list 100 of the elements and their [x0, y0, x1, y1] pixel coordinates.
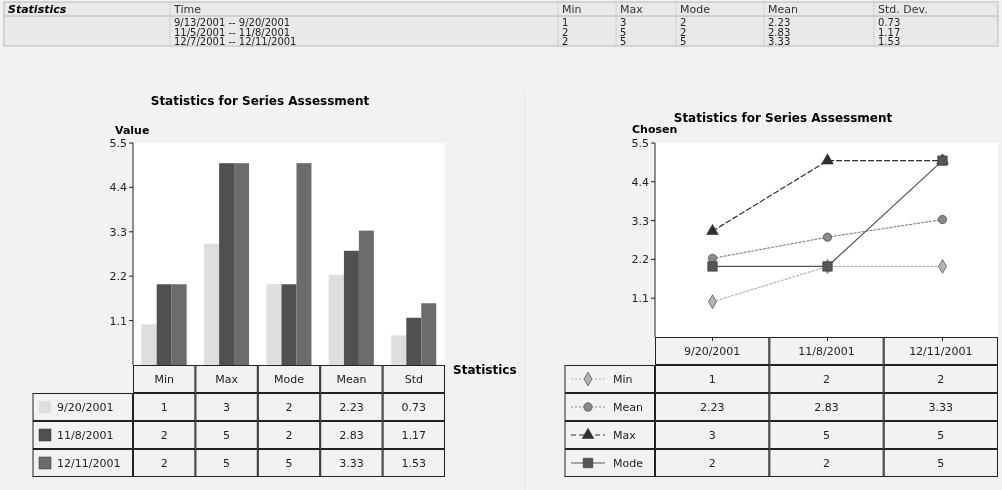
bar	[141, 324, 157, 366]
data-label: 2.83	[814, 401, 839, 414]
data-label: 3.33	[339, 457, 364, 470]
category-label: Time	[173, 3, 202, 16]
chart-title: Statistics for Series Assessment	[673, 111, 893, 125]
text: 12/7/2001 -- 12/11/2001	[174, 36, 297, 47]
bar	[406, 317, 422, 365]
y-axis-title: Chosen	[632, 123, 678, 136]
data-label: 1.53	[401, 457, 427, 470]
data-label: 5	[285, 457, 293, 470]
bar	[156, 284, 172, 365]
bar	[343, 250, 359, 365]
bar	[266, 284, 282, 366]
text: 2	[562, 36, 569, 47]
data-label: 2	[708, 457, 716, 470]
x-tick-label: Mode	[274, 373, 305, 386]
text: 5	[680, 36, 687, 47]
y-tick-label: 5.5	[109, 137, 127, 150]
bar	[328, 274, 345, 366]
legend-label: Max	[613, 429, 637, 442]
text: Statistics	[8, 3, 67, 16]
bar	[219, 163, 235, 365]
bar	[391, 335, 407, 366]
text: 1	[562, 17, 569, 28]
data-label: 2	[823, 373, 830, 386]
data-label: 5	[223, 457, 231, 470]
data-label: 5	[937, 457, 945, 470]
point	[707, 261, 718, 272]
data-label: 1	[160, 401, 168, 414]
bar	[281, 284, 297, 365]
text: 9/13/2001 -- 9/20/2001	[174, 17, 291, 28]
bar	[203, 243, 220, 366]
text: 3	[620, 17, 627, 28]
data-label: 5	[823, 429, 830, 442]
text: 3.33	[768, 36, 791, 47]
x-tick-label: 11/8/2001	[798, 345, 855, 358]
y-tick-label: 1.1	[109, 314, 127, 328]
data-label: 2.23	[339, 401, 364, 414]
data-label: 2	[285, 429, 293, 442]
y-tick-label: 1.1	[631, 292, 649, 306]
chart-title: Statistics for Series Assessment	[150, 94, 370, 108]
x-tick-label: Max	[215, 373, 239, 386]
data-label: 2.23	[699, 401, 725, 414]
data-label: 2	[823, 457, 830, 470]
y-tick-label: 2.2	[631, 253, 649, 267]
category-label: Min	[562, 3, 582, 16]
x-tick-label: 9/20/2001	[683, 345, 741, 358]
data-label: 2	[160, 457, 168, 470]
data-label: 5	[937, 429, 945, 442]
y-tick-label: 3.3	[109, 225, 127, 239]
data-label: 3	[223, 401, 231, 414]
text: 5	[620, 26, 627, 38]
bar	[421, 303, 437, 365]
text: 2.83	[768, 26, 791, 38]
legend-label: Mean	[613, 401, 643, 414]
text: 1.17	[878, 26, 901, 38]
y-tick-label: 4.4	[631, 175, 649, 189]
category-label: Max	[620, 3, 644, 16]
data-label: 1	[708, 373, 716, 386]
legend-label: 9/20/2001	[57, 401, 114, 414]
category-label: Mean	[768, 3, 798, 16]
text: 2	[680, 26, 687, 38]
point	[821, 153, 834, 165]
data-label: 3	[708, 429, 716, 442]
data-label: 2	[285, 401, 293, 414]
text: 11/5/2001 -- 11/8/2001	[174, 26, 291, 38]
data-label: 0.73	[401, 401, 427, 414]
x-tick-label: Min	[154, 373, 174, 386]
data-label: 2	[160, 429, 168, 442]
category-label: Mode	[680, 3, 711, 16]
x-axis-title: Statistics	[453, 363, 517, 377]
bar	[234, 163, 250, 365]
y-tick-label: 3.3	[631, 214, 649, 228]
category-label: Std. Dev.	[878, 3, 928, 16]
y-tick-label: 2.2	[109, 270, 127, 284]
point	[823, 232, 832, 242]
legend-label: 11/8/2001	[57, 429, 114, 442]
text: 2	[562, 26, 569, 38]
data-label: 2	[937, 373, 945, 386]
point	[706, 224, 719, 235]
legend-label: 12/11/2001	[57, 457, 121, 470]
bar	[171, 284, 187, 365]
bar	[296, 163, 312, 365]
legend-label: Mode	[613, 457, 644, 470]
y-axis-title: Value	[115, 124, 150, 137]
x-tick-label: Std	[404, 373, 423, 386]
x-tick-label: Mean	[336, 373, 367, 386]
text: 5	[620, 36, 627, 47]
x-tick-label: 12/11/2001	[909, 345, 973, 358]
text: 0.73	[878, 17, 901, 28]
y-tick-label: 5.5	[631, 137, 649, 150]
text: 2.23	[768, 17, 791, 28]
bar	[358, 230, 374, 365]
data-label: 5	[223, 429, 231, 442]
text: 1.53	[878, 36, 901, 47]
y-tick-label: 4.4	[109, 181, 127, 195]
data-label: 1.17	[401, 429, 427, 442]
data-label: 3.33	[928, 401, 954, 414]
text: 2	[680, 17, 687, 28]
point	[938, 215, 947, 225]
